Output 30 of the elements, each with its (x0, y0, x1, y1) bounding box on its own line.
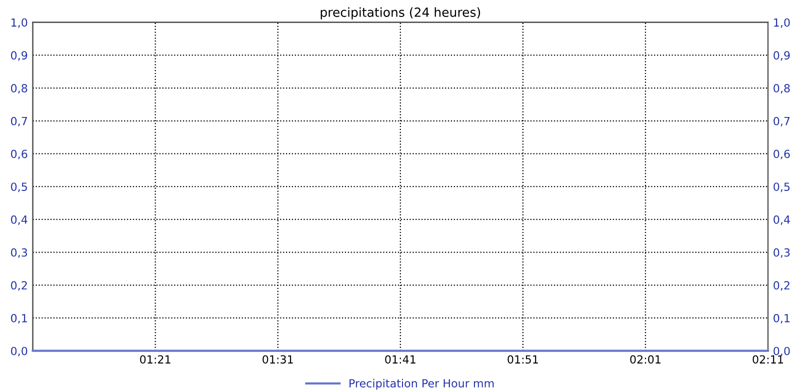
x-tick-label: 02:11 (752, 355, 783, 364)
y2-tick-label: 0,2 (774, 281, 790, 291)
y2-tick-label: 0,9 (774, 51, 790, 61)
legend-label: Precipitation Per Hour mm (350, 378, 494, 390)
y2-tick-label: 0,5 (774, 182, 790, 192)
x-tick-label: 01:21 (140, 355, 170, 364)
y2-tick-label: 0,0 (774, 346, 790, 356)
y-tick-label: 0,3 (11, 248, 28, 258)
x-tick-label: 01:41 (385, 355, 416, 364)
y-tick-label: 0,1 (11, 314, 27, 324)
y-tick-label: 0,4 (11, 215, 28, 225)
y-tick-label: 0,9 (11, 51, 28, 61)
x-tick-label: 01:31 (262, 355, 293, 364)
y2-tick-label: 0,7 (774, 116, 790, 126)
y2-tick-label: 0,8 (774, 84, 790, 94)
y-tick-label: 0,0 (11, 346, 28, 356)
y-tick-label: 0,6 (11, 150, 28, 160)
y2-tick-label: 0,4 (774, 215, 790, 225)
y-tick-label: 0,5 (11, 182, 27, 192)
y2-tick-label: 0,1 (774, 314, 790, 324)
y-tick-label: 0,2 (11, 281, 27, 291)
y2-tick-label: 0,6 (774, 150, 790, 160)
x-tick-label: 02:01 (630, 355, 660, 364)
y2-tick-label: 0,3 (774, 248, 790, 258)
y-tick-label: 0,8 (11, 84, 28, 94)
x-tick-label: 01:51 (508, 355, 538, 364)
y-tick-label: 0,7 (11, 116, 27, 126)
y-tick-label: 1,0 (11, 18, 28, 28)
y2-tick-label: 1,0 (774, 18, 790, 28)
chart-title: precipitations (24 heures) (320, 7, 480, 20)
